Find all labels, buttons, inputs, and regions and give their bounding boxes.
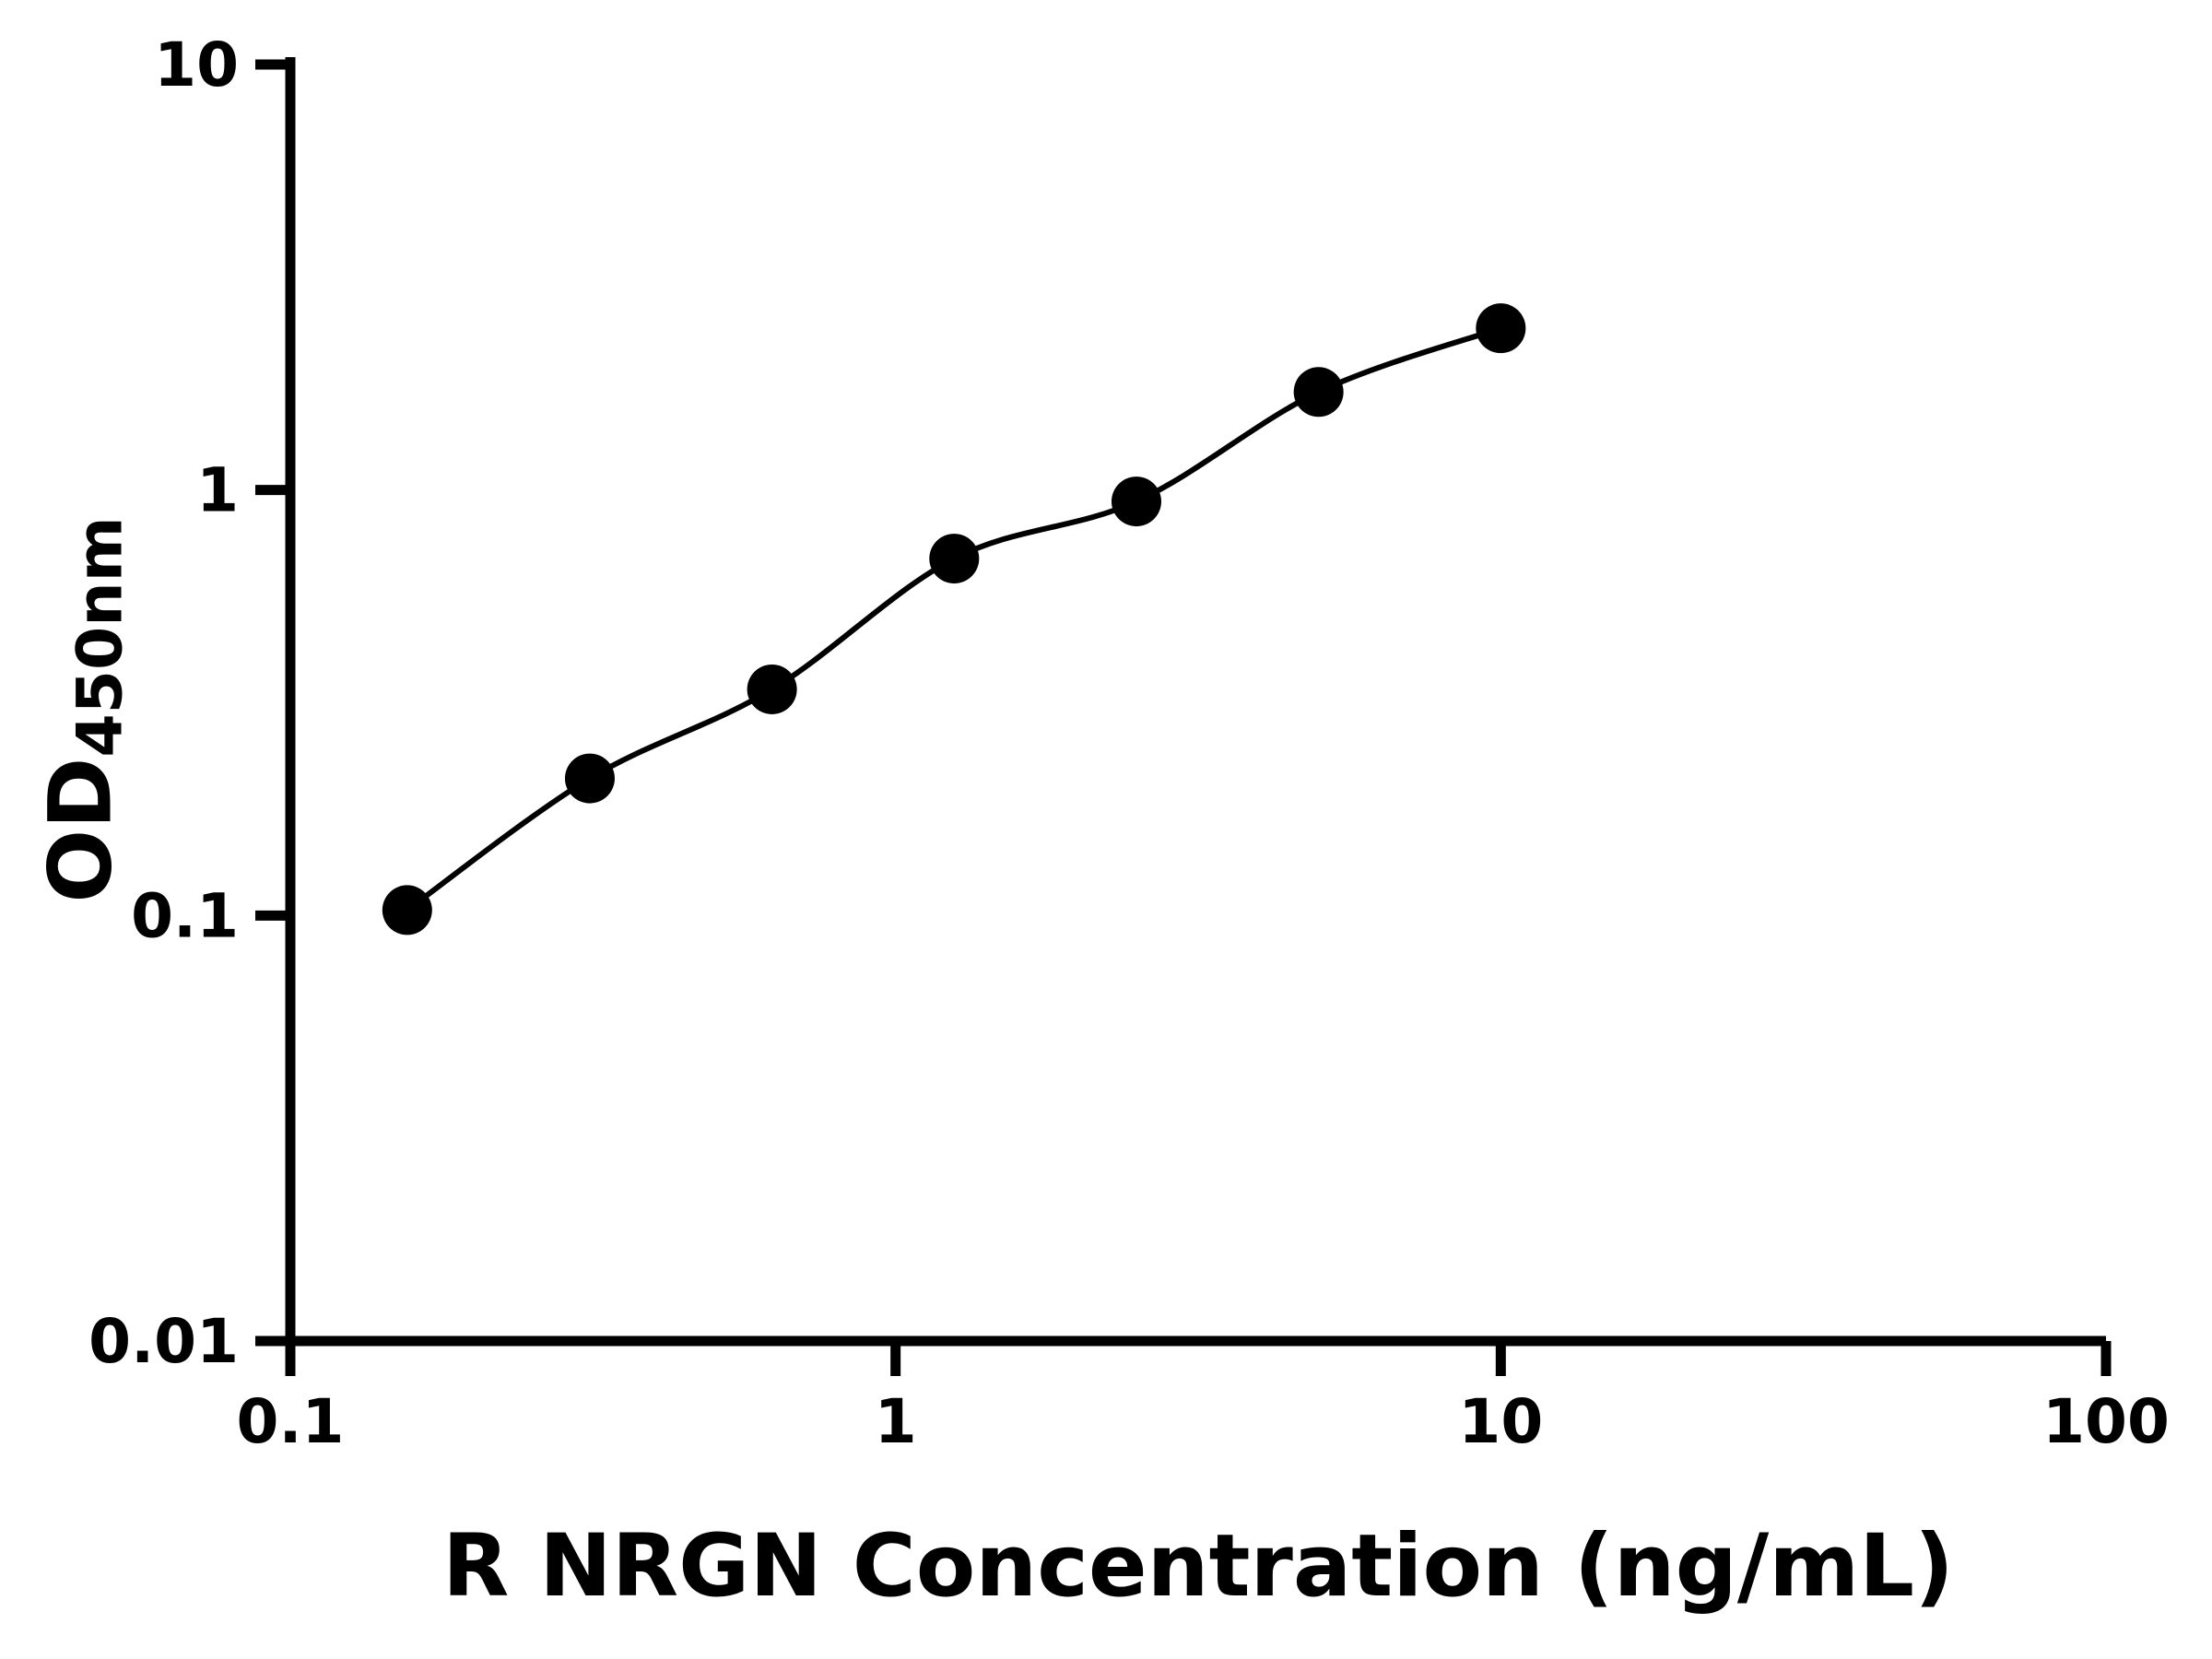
y-tick-label: 0.1 (131, 880, 239, 951)
x-tick-label: 1 (875, 1386, 917, 1457)
y-axis-title: OD450nm (30, 516, 137, 903)
x-tick-label: 10 (1458, 1386, 1543, 1457)
x-axis-title: R NRGN Concentration (ng/mL) (442, 1516, 1954, 1617)
y-axis-title-main: OD (30, 757, 132, 903)
data-point (1293, 367, 1344, 418)
y-tick-label: 0.01 (88, 1306, 239, 1377)
data-point (747, 664, 797, 714)
y-tick-label: 1 (196, 455, 239, 526)
data-point (1476, 303, 1526, 354)
data-point (1111, 477, 1161, 527)
data-point (564, 753, 615, 804)
fit-curve (406, 325, 1502, 912)
x-tick-label: 0.1 (237, 1386, 345, 1457)
x-tick-label: 100 (2042, 1386, 2170, 1457)
data-point (929, 534, 980, 584)
y-axis-title-subscript: 450nm (64, 516, 137, 758)
data-point (382, 885, 432, 935)
y-tick-label: 10 (154, 29, 239, 100)
